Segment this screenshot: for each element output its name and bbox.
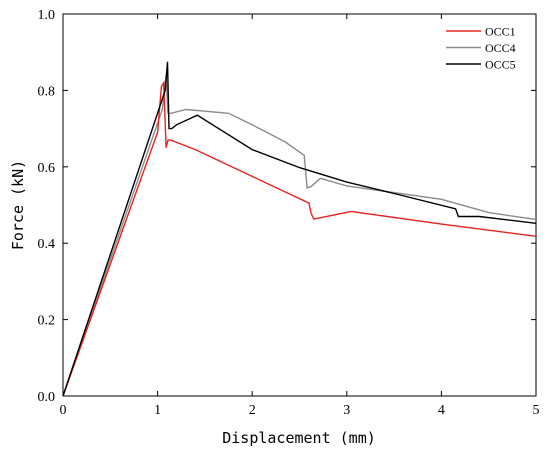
legend-label: OCC1 bbox=[485, 25, 516, 39]
legend: OCC1 OCC4 OCC5 bbox=[446, 25, 516, 72]
x-tick-label: 2 bbox=[249, 403, 256, 418]
x-tick-label: 3 bbox=[343, 403, 350, 418]
x-tick-label: 0 bbox=[60, 403, 67, 418]
y-tick-label: 0.2 bbox=[38, 314, 56, 329]
x-tick-label: 5 bbox=[533, 403, 540, 418]
series-line-occ4 bbox=[62, 75, 537, 397]
y-tick-label: 0.8 bbox=[38, 84, 56, 99]
legend-label: OCC4 bbox=[485, 41, 516, 55]
series-line-occ1 bbox=[62, 80, 537, 397]
y-tick-label: 0.4 bbox=[38, 237, 56, 252]
series-line-occ5 bbox=[62, 61, 537, 397]
y-axis-title: Force (kN) bbox=[9, 160, 27, 250]
x-axis-title: Displacement (mm) bbox=[222, 429, 376, 447]
y-tick-label: 0.0 bbox=[38, 390, 56, 405]
y-tick-label: 1.0 bbox=[38, 8, 56, 23]
y-tick-label: 0.6 bbox=[38, 161, 56, 176]
legend-label: OCC5 bbox=[485, 58, 516, 72]
x-tick-label: 1 bbox=[154, 403, 161, 418]
series-layer bbox=[62, 61, 537, 397]
axis-ticks: 0 1 2 3 4 5 0.0 0.2 0.4 0.6 0.8 1.0 bbox=[38, 8, 540, 418]
plot-frame bbox=[62, 13, 537, 397]
x-tick-label: 4 bbox=[438, 403, 445, 418]
